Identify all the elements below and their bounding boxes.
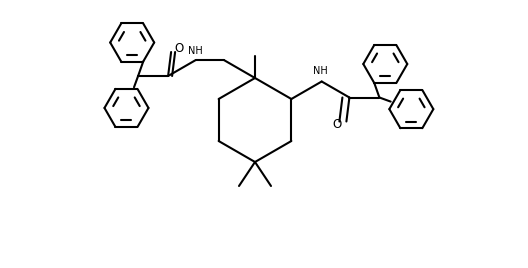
Text: NH: NH (188, 46, 203, 56)
Text: NH: NH (313, 66, 328, 76)
Text: O: O (332, 118, 342, 131)
Text: O: O (174, 43, 183, 55)
